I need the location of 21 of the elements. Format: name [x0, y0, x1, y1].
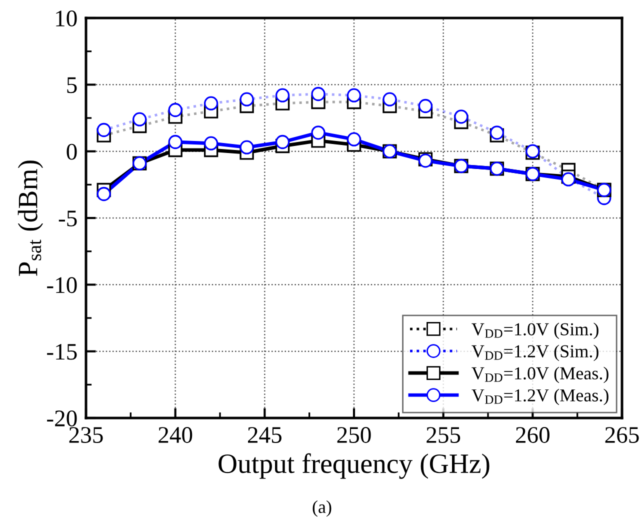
x-tick-label: 265 [605, 427, 639, 443]
y-tick-label: -15 [47, 344, 77, 360]
x-tick-label: 255 [426, 427, 460, 443]
x-tick-label: 245 [248, 427, 282, 443]
x-tick-label: 260 [516, 427, 550, 443]
legend-label: V$_{DD}$=1.2V (Sim.) [472, 344, 598, 362]
y-tick-label: 10 [56, 10, 77, 26]
legend-label: V$_{DD}$=1.0V (Sim.) [472, 322, 598, 340]
y-tick-label: -10 [47, 277, 77, 294]
legend-label: V$_{DD}$=1.2V (Meas.) [472, 388, 608, 406]
y-tick-label: -5 [58, 210, 77, 226]
text: (a) [312, 500, 332, 517]
x-axis-title: Output frequency (GHz) [218, 453, 490, 479]
x-tick-label: 250 [337, 427, 371, 443]
y-tick-label: -20 [47, 410, 77, 426]
x-tick-label: 240 [158, 427, 192, 443]
y-tick-label: 5 [67, 77, 77, 94]
y-axis-title: P$_{sat}$ (dBm) [18, 160, 44, 276]
y-tick-label: 0 [66, 144, 77, 160]
x-tick-label: 235 [69, 427, 103, 443]
legend-label: V$_{DD}$=1.0V (Meas.) [472, 366, 608, 384]
